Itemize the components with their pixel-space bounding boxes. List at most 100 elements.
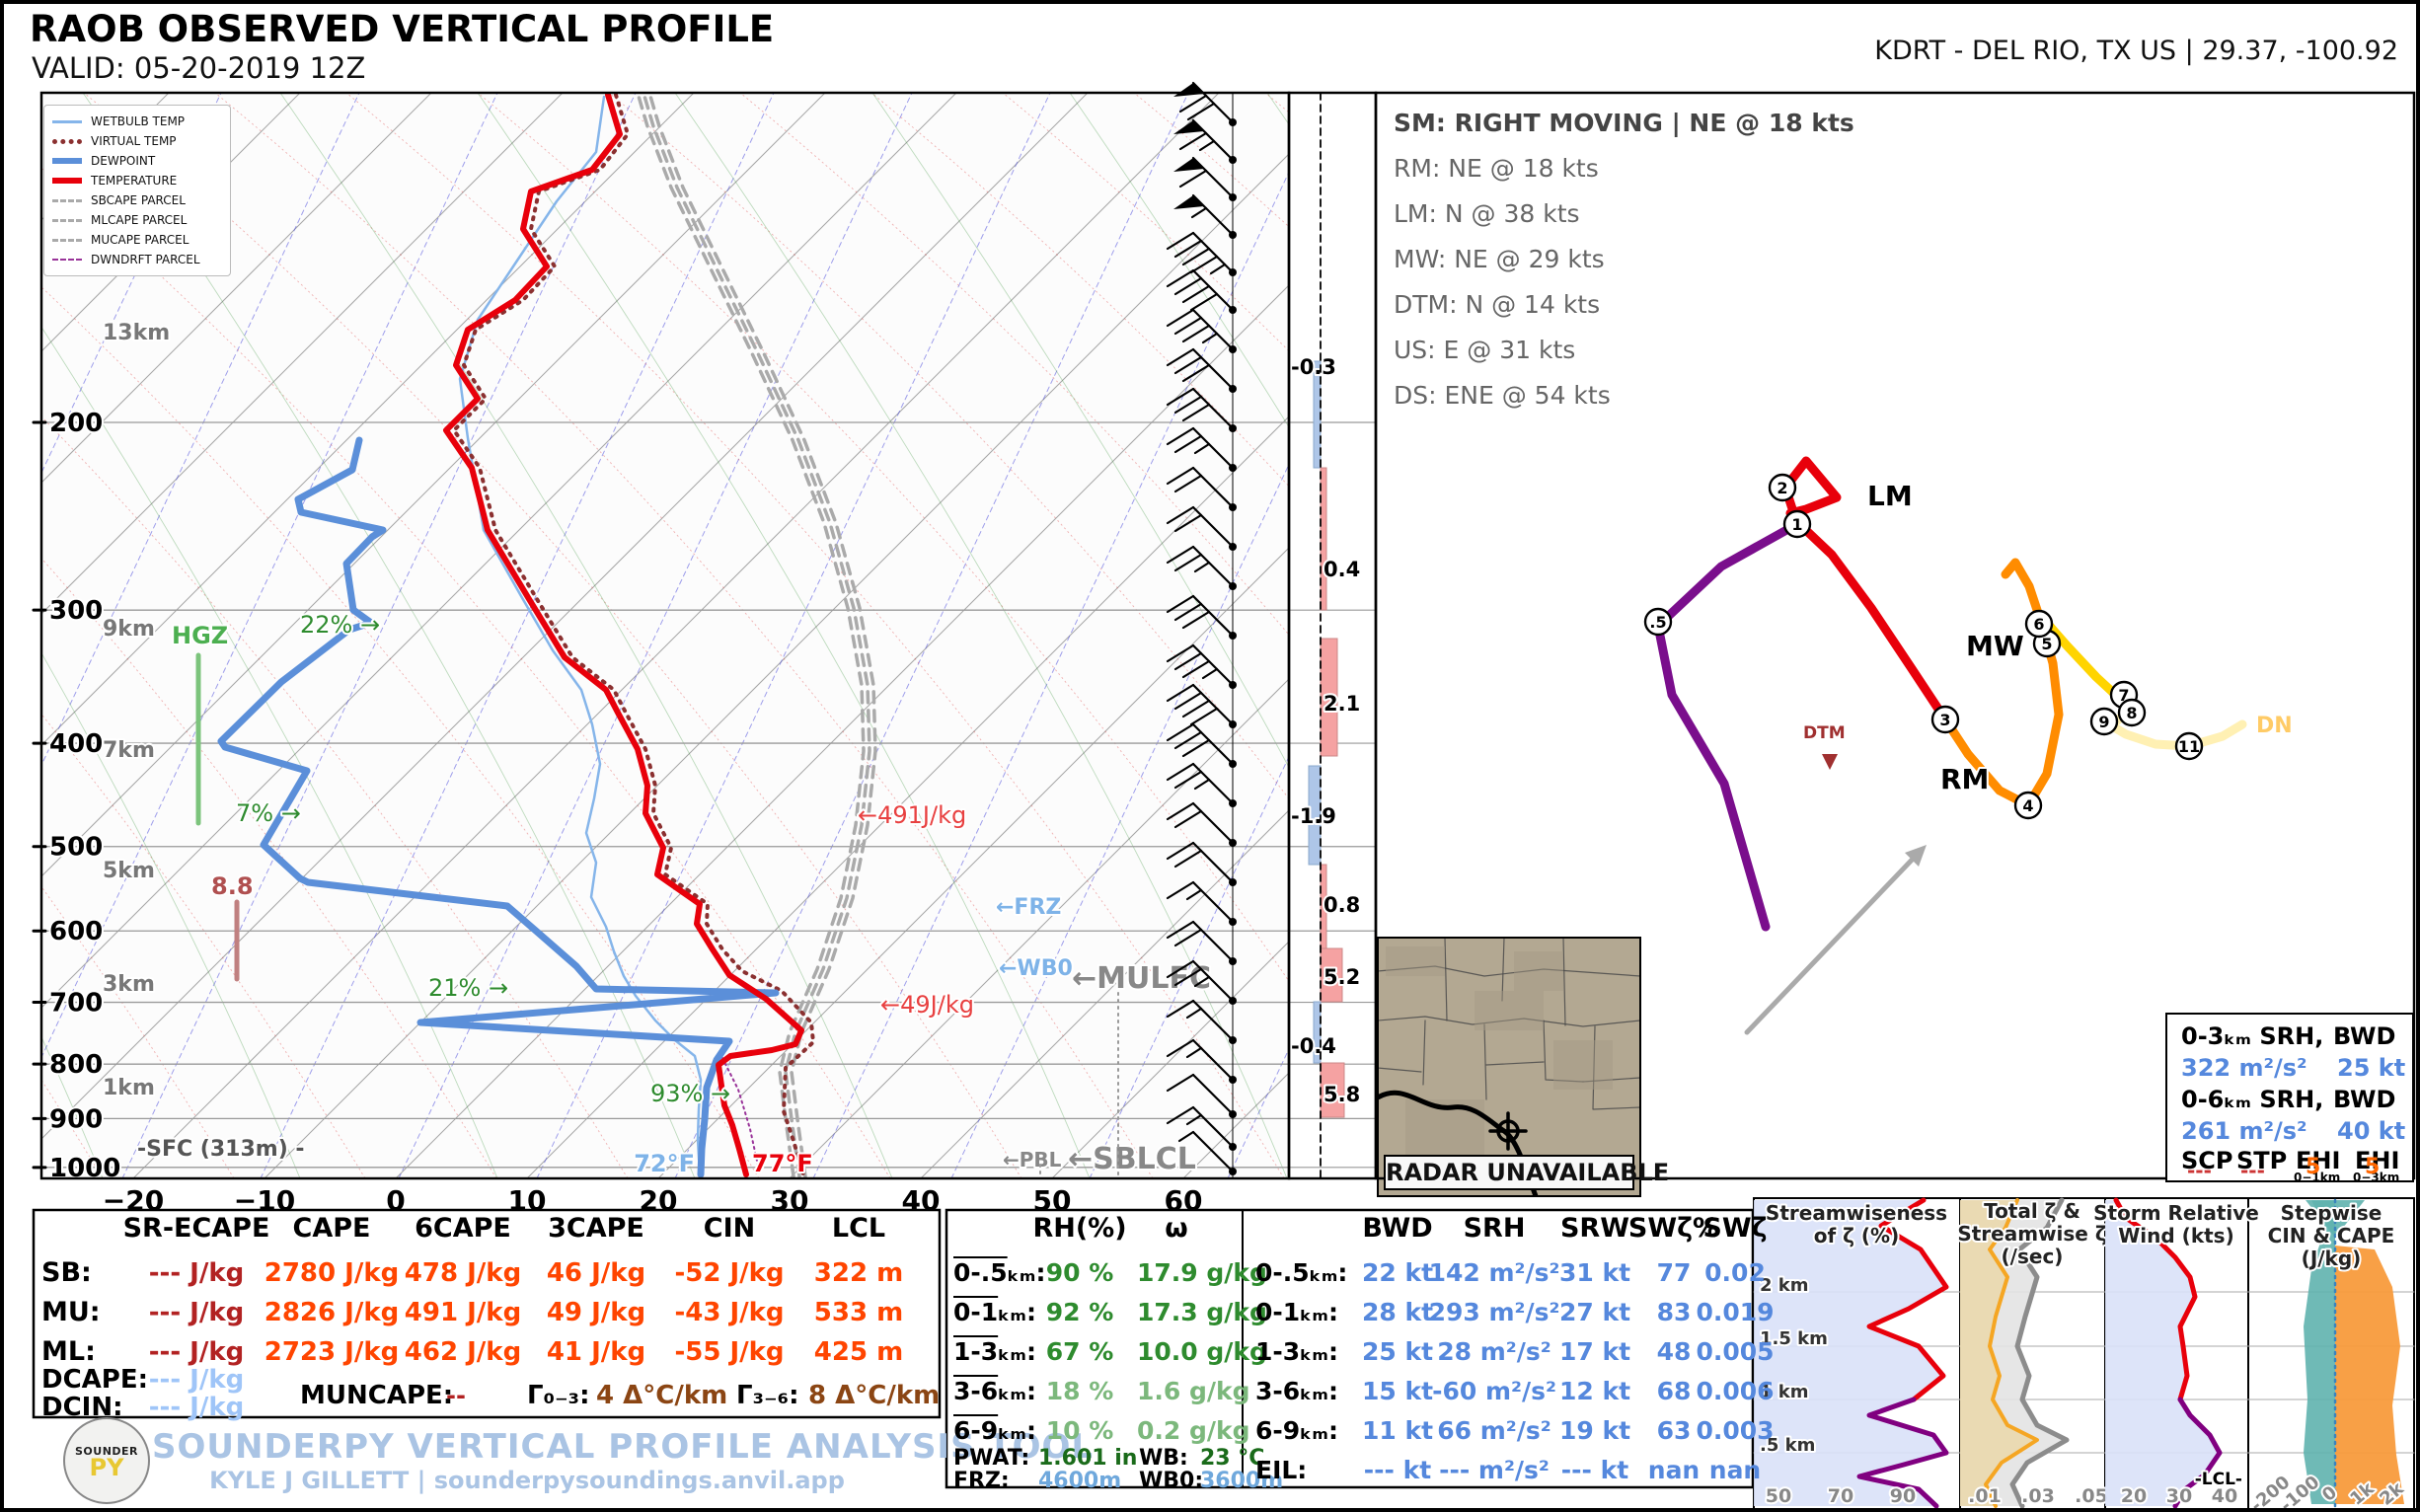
wb-label: WB: <box>1139 1445 1188 1471</box>
lapse-0-3-value: 4 Δ°C/km <box>596 1380 728 1410</box>
chart-label: 20 <box>2121 1485 2147 1507</box>
skewt-annotations: HGZ 22% → 7% → 21% → 93% → 8.8 ←491J/kg ←49J/kg… <box>170 609 1213 1179</box>
mixing-ratio-value: 0.2 g/kg <box>1137 1416 1250 1446</box>
logo-text: SOUNDER <box>74 1445 139 1458</box>
chart-label: -SFC (313m) - <box>137 1137 305 1162</box>
mixing-ratio-value: 10.0 g/kg <box>1137 1337 1267 1367</box>
chart-label: 77°F <box>752 1150 813 1177</box>
thermo-header: CAPE <box>292 1212 371 1244</box>
legend-swatch-temperature <box>52 178 82 184</box>
thermo-value: 533 m <box>813 1297 904 1327</box>
moisture-row-label: 0-.5ₖₘ: <box>953 1258 1046 1288</box>
shear-row-label: 3-6ₖₘ: <box>1255 1377 1338 1406</box>
shear-row-label: 0-1ₖₘ: <box>1255 1298 1338 1327</box>
rh-value: 10 % <box>1045 1416 1114 1446</box>
hodograph-trace <box>1653 456 2247 932</box>
chart-label: 21% → <box>428 974 508 1002</box>
chart-label: ←SBLCL <box>1068 1142 1196 1176</box>
legend-item: TEMPERATURE <box>52 171 222 190</box>
thermo-value: 2826 J/kg <box>264 1297 400 1327</box>
thermo-value: 322 m <box>813 1257 904 1288</box>
storm-motion-line: SM: RIGHT MOVING | NE @ 18 kts <box>1394 109 1854 137</box>
rh-value: 67 % <box>1045 1337 1114 1367</box>
chart-label: 6 <box>2033 615 2044 634</box>
chart-label: LM <box>1867 480 1913 512</box>
chart-label: 9 <box>2098 713 2109 731</box>
storm-motion-arrow <box>1744 845 1927 1035</box>
omega-panel: -0.3 0.4 2.1 -1.9 0.8 5.2 -0.4 5.8 <box>1288 92 1377 1179</box>
legend-item: VIRTUAL TEMP <box>52 131 222 151</box>
chart-label: RM <box>1940 763 1989 795</box>
storm-motion-line: MW: NE @ 29 kts <box>1394 245 1605 273</box>
legend-swatch-dewpoint <box>52 158 82 164</box>
wind-barbs <box>1166 81 1237 1179</box>
swzeta-pct-value: 68 <box>1656 1377 1692 1406</box>
chart-label: 7km <box>103 738 155 763</box>
chart-label: 600 <box>49 917 103 946</box>
thermo-value: --- J/kg <box>148 1297 245 1327</box>
chart-label: (/sec) <box>2002 1245 2064 1268</box>
chart-label: 11 <box>2178 737 2200 756</box>
srw-value: 27 kt <box>1558 1298 1631 1327</box>
thermo-value: --- J/kg <box>148 1336 245 1367</box>
legend-item: DWNDRFT PARCEL <box>52 250 222 269</box>
chart-label: .5 <box>1649 613 1666 632</box>
chart-label: DN <box>2256 714 2293 738</box>
chart-label: 2.1 <box>1323 692 1360 716</box>
chart-label: 5 <box>2041 635 2052 653</box>
chart-label: ←PBL <box>1003 1148 1062 1172</box>
shear-row-label: 1-3ₖₘ: <box>1255 1337 1338 1367</box>
shear-header: BWD <box>1362 1212 1433 1244</box>
chart-label: 7% → <box>236 799 301 827</box>
legend-label: MLCAPE PARCEL <box>91 213 188 227</box>
dcin-value: --- J/kg <box>148 1392 245 1422</box>
srh-value: 28 m²/s² <box>1437 1337 1551 1367</box>
frz-value: 4600m <box>1038 1468 1122 1493</box>
chart-label: 1.5 km <box>1760 1328 1828 1349</box>
srh-summary-box: 0-3ₖₘ SRH, BWD 322 m²/s² 25 kt 0-6ₖₘ SRH, BWD… <box>2165 1013 2414 1184</box>
srw-value: 17 kt <box>1558 1337 1631 1367</box>
srh-box-text: EHI <box>2296 1147 2341 1174</box>
chart-label: .5 km <box>1760 1435 1815 1456</box>
sounderpy-logo: SOUNDER PY <box>63 1417 150 1504</box>
srh-box-text: 5 <box>2306 1155 2321 1179</box>
bwd-value: --- kt <box>1363 1456 1432 1485</box>
chart-label: ←49J/kg <box>880 991 974 1019</box>
thermo-value: -55 J/kg <box>674 1336 785 1367</box>
srh-value: 293 m²/s² <box>1428 1298 1560 1327</box>
chart-label: 300 <box>49 596 103 626</box>
thermo-header: 3CAPE <box>548 1212 644 1244</box>
chart-label: ←491J/kg <box>858 801 966 829</box>
chart-label: 90 <box>1890 1485 1916 1507</box>
table-boxes <box>32 1208 1755 1489</box>
chart-label: 400 <box>49 729 103 759</box>
thermo-value: 478 J/kg <box>404 1257 522 1288</box>
chart-label: Streamwise ζ <box>1957 1222 2106 1246</box>
chart-label: of ζ (%) <box>1814 1224 1900 1247</box>
storm-motion-line: DTM: N @ 14 kts <box>1394 290 1601 319</box>
chart-label: .03 <box>2021 1485 2055 1507</box>
thermo-value: 425 m <box>813 1336 904 1367</box>
chart-label: -0.4 <box>1291 1034 1336 1058</box>
chart-label: 8.8 <box>211 872 254 900</box>
chart-label: 50 <box>2245 854 2276 878</box>
legend-label: SBCAPE PARCEL <box>91 193 186 207</box>
shear-header: SWζ% <box>1627 1212 1720 1244</box>
chart-label: 50 <box>1837 433 1867 458</box>
swzeta-value: 0.019 <box>1696 1298 1775 1327</box>
thermo-value: 49 J/kg <box>546 1297 646 1327</box>
storm-motion-line: US: E @ 31 kts <box>1394 336 1576 364</box>
srh-value: 66 m²/s² <box>1437 1416 1551 1446</box>
panel-borders <box>39 91 2416 1180</box>
chart-label: (J/kg) <box>2302 1247 2362 1270</box>
srh-box-text: --- <box>2240 1159 2265 1182</box>
mixing-ratio-value: 17.9 g/kg <box>1137 1258 1267 1288</box>
swzeta-pct-value: 63 <box>1656 1416 1692 1446</box>
thermo-value: 491 J/kg <box>404 1297 522 1327</box>
chart-label: 30 <box>1837 1096 1867 1121</box>
thermo-value: 46 J/kg <box>546 1257 646 1288</box>
muncape-value: -- <box>446 1382 466 1409</box>
chart-label: -LCL- <box>2195 1470 2242 1489</box>
